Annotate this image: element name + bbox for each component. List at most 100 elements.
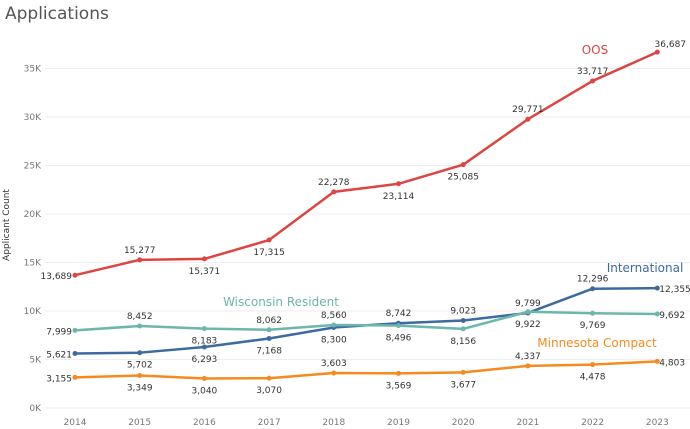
data-point [654, 311, 660, 317]
data-label: 4,337 [515, 352, 541, 362]
x-tick-label: 2020 [452, 418, 475, 428]
data-label: 8,300 [321, 335, 347, 345]
data-label: 3,070 [256, 386, 282, 396]
data-point [654, 285, 660, 291]
data-label: 3,677 [450, 380, 476, 390]
series-line-oos [74, 50, 658, 277]
y-tick-label: 0K [29, 404, 42, 414]
data-point [266, 375, 272, 381]
data-label: 8,742 [386, 309, 412, 319]
y-axis-title: Applicant Count [2, 189, 12, 261]
data-point [590, 310, 596, 316]
data-point [525, 116, 531, 122]
data-label: 4,803 [659, 358, 685, 368]
data-label: 9,023 [450, 306, 476, 316]
data-label: 12,296 [577, 275, 609, 285]
data-label: 9,769 [580, 321, 606, 331]
x-tick-label: 2023 [646, 418, 669, 428]
y-tick-label: 30K [24, 113, 42, 123]
data-label: 3,349 [127, 384, 153, 394]
data-point [460, 326, 466, 332]
data-point [460, 317, 466, 323]
data-label: 15,371 [189, 267, 221, 277]
data-label: 8,560 [321, 311, 347, 321]
data-label: 13,689 [41, 272, 73, 282]
y-tick-label: 10K [24, 307, 42, 317]
series-name-label: Minnesota Compact [537, 336, 657, 350]
data-label: 7,999 [46, 327, 72, 337]
data-point [137, 323, 143, 329]
data-point [331, 189, 337, 195]
data-label: 9,799 [515, 299, 541, 309]
series-name-label: Wisconsin Resident [223, 295, 339, 309]
y-tick-label: 25K [24, 162, 42, 172]
series-name-label: OOS [582, 43, 609, 57]
data-point [201, 256, 207, 262]
data-point [396, 323, 401, 329]
data-point [72, 272, 78, 278]
y-tick-label: 5K [29, 356, 42, 366]
data-point [72, 350, 78, 356]
y-tick-label: 20K [24, 210, 42, 220]
data-label: 5,621 [46, 350, 72, 360]
data-point [201, 344, 207, 350]
data-label: 6,293 [192, 355, 218, 365]
data-label: 29,771 [512, 105, 544, 115]
data-point [201, 326, 207, 332]
data-label: 12,355 [659, 285, 690, 295]
data-label: 8,062 [256, 316, 282, 326]
data-label: 17,315 [253, 248, 285, 258]
data-label: 8,496 [386, 334, 412, 344]
x-tick-label: 2016 [193, 418, 216, 428]
data-label: 9,922 [515, 320, 541, 330]
data-point [460, 162, 466, 168]
x-tick-label: 2018 [322, 418, 345, 428]
series-line-minnesota-compact [74, 360, 658, 380]
data-point [266, 327, 272, 333]
data-label: 3,155 [46, 374, 72, 384]
data-label: 7,168 [256, 346, 282, 356]
data-label: 3,040 [192, 387, 218, 397]
data-point [396, 181, 401, 187]
data-label: 36,687 [655, 40, 687, 50]
data-label: 4,478 [580, 373, 606, 383]
x-tick-label: 2017 [258, 418, 281, 428]
y-tick-label: 15K [24, 259, 42, 269]
data-point [525, 309, 531, 315]
data-label: 9,692 [659, 311, 685, 321]
data-label: 15,277 [124, 246, 156, 256]
data-point [137, 257, 143, 263]
series-line-wisconsin-resident [74, 310, 658, 332]
series-name-label: International [607, 261, 684, 275]
data-point [654, 49, 660, 55]
x-tick-label: 2015 [128, 418, 151, 428]
data-label: 3,603 [321, 359, 347, 369]
data-point [654, 358, 660, 364]
data-point [331, 322, 337, 328]
data-label: 8,452 [127, 312, 153, 322]
data-label: 33,717 [577, 67, 609, 77]
data-point [396, 370, 401, 376]
chart-title: Applications [5, 4, 109, 24]
data-label: 25,085 [447, 173, 479, 183]
data-label: 5,702 [127, 361, 153, 371]
data-label: 8,156 [450, 337, 476, 347]
x-tick-label: 2014 [64, 418, 87, 428]
data-point [266, 335, 272, 341]
data-point [72, 374, 78, 380]
data-point [590, 362, 596, 368]
data-point [331, 370, 337, 376]
data-label: 8,183 [192, 337, 218, 347]
data-point [72, 327, 78, 333]
data-label: 22,278 [318, 178, 350, 188]
data-label: 3,569 [386, 381, 412, 391]
data-point [201, 376, 207, 382]
x-tick-label: 2022 [581, 418, 604, 428]
y-tick-label: 35K [24, 65, 42, 75]
data-point [137, 373, 143, 379]
data-point [460, 369, 466, 375]
x-tick-label: 2019 [387, 418, 410, 428]
data-point [525, 363, 531, 369]
